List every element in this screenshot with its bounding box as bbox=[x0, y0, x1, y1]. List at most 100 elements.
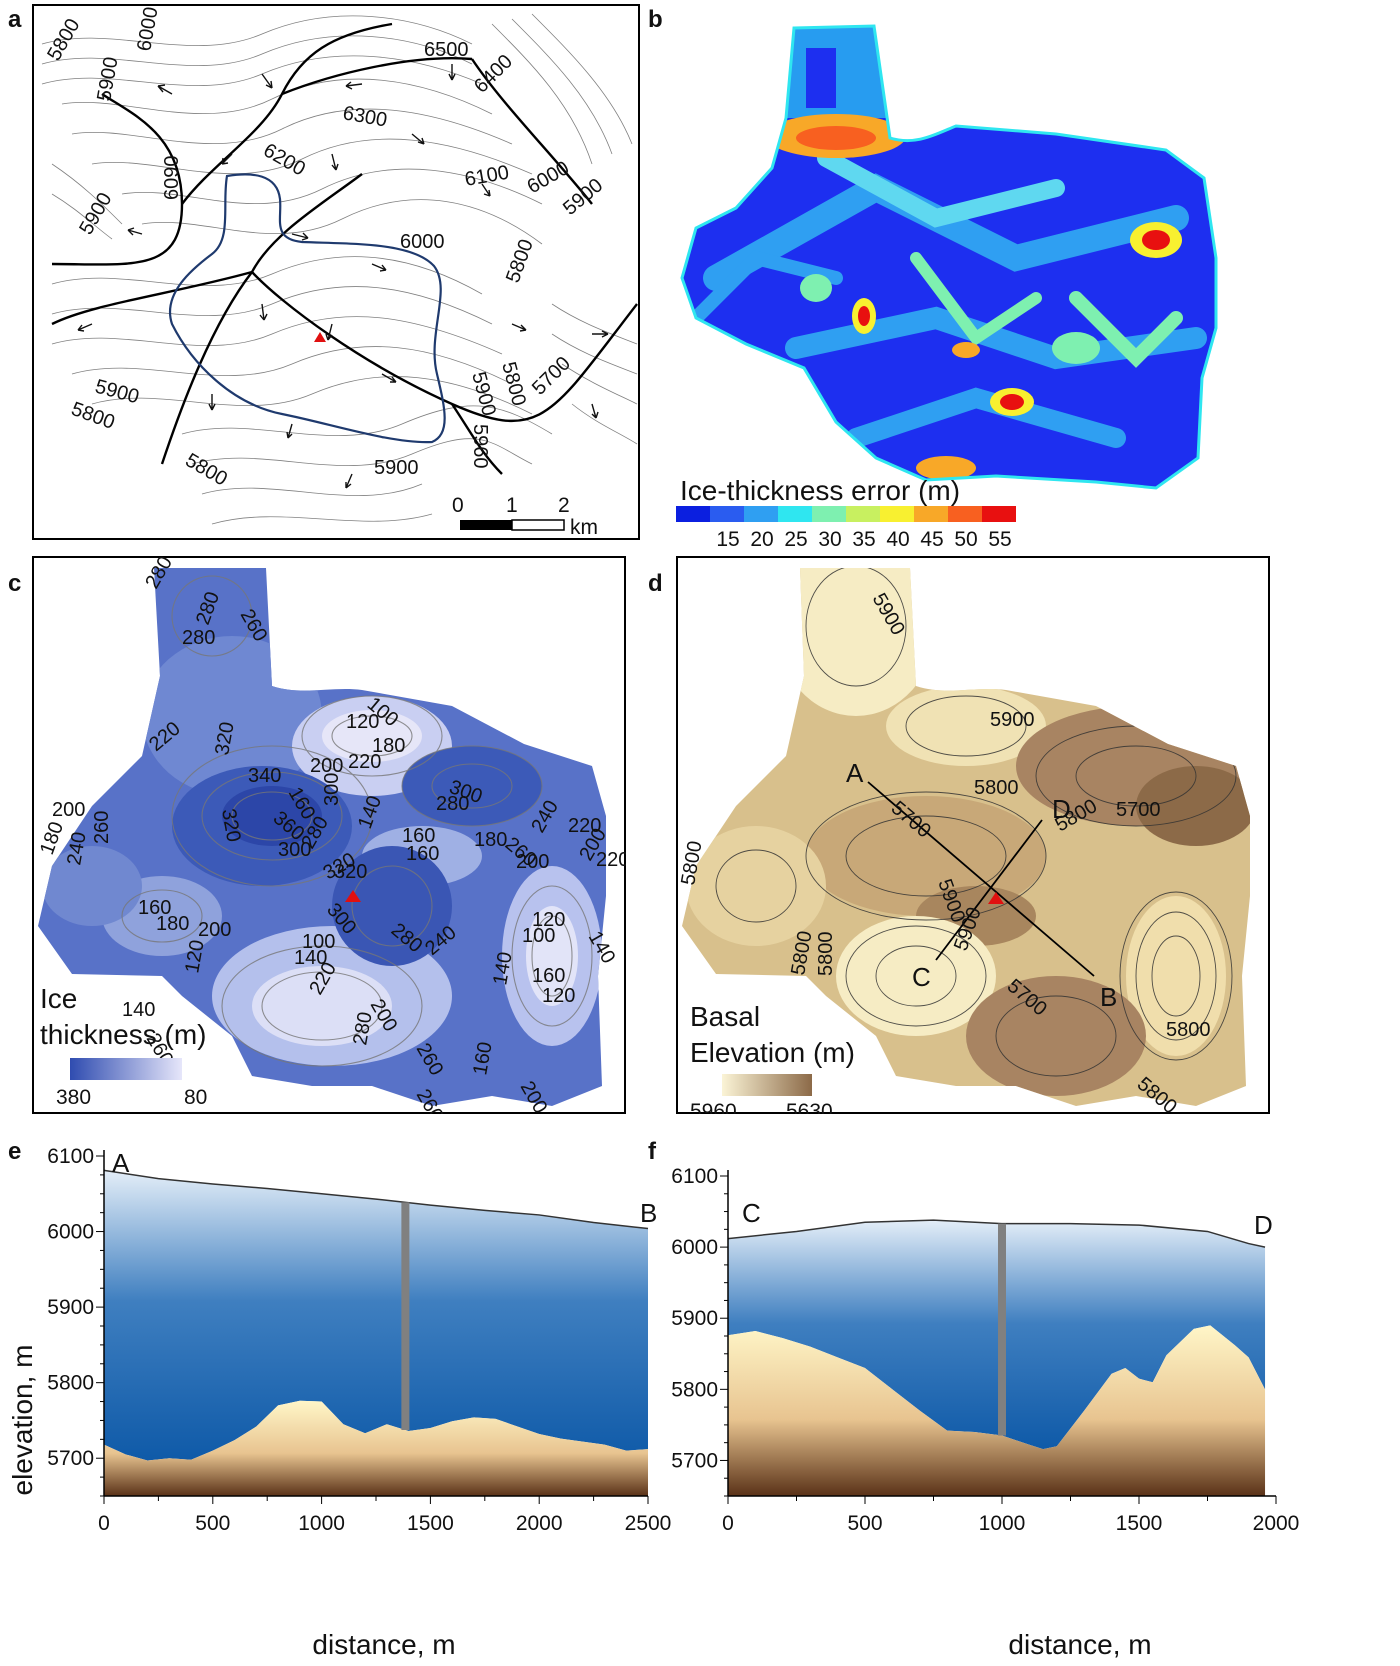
panel-a-flow-map: 5800 6000 5900 6500 6400 6300 6200 6090 … bbox=[32, 4, 640, 540]
legend-tick-label: 15 bbox=[716, 528, 739, 551]
panel-b-error-map: Ice-thickness error (m) 15 20 25 30 35 40 45 50… bbox=[676, 24, 1218, 551]
panel-a-label: 5900 bbox=[374, 457, 419, 479]
contour-label: 160 bbox=[402, 825, 435, 847]
panel-d-legend-colorbar bbox=[722, 1074, 812, 1096]
panel-a-scale-bar: 0 1 2 km bbox=[452, 494, 598, 539]
panel-a-label: 6500 bbox=[424, 39, 469, 61]
panel-f-xlabel: distance, m bbox=[1008, 1629, 1151, 1660]
profile-line-c-d bbox=[935, 819, 1043, 961]
contour-label: 120 bbox=[542, 985, 575, 1007]
contour-label: 280 bbox=[436, 793, 469, 815]
surface-line bbox=[727, 1219, 1266, 1248]
legend-tick-label: 25 bbox=[784, 528, 807, 551]
panel-letter-b: b bbox=[648, 6, 663, 33]
ice-body bbox=[728, 1220, 1266, 1450]
panel-letter-e: e bbox=[8, 1138, 22, 1165]
legend-swatch bbox=[676, 506, 710, 522]
panel-c-legend-min: 380 bbox=[56, 1086, 91, 1109]
contour-label: 220 bbox=[596, 849, 626, 871]
contour-label: 300 bbox=[321, 773, 343, 806]
y-tick-label: 5900 bbox=[47, 1296, 94, 1319]
x-tick-label: 2000 bbox=[516, 1512, 563, 1535]
contour-label: 260 bbox=[91, 811, 113, 844]
contour-label: 120 bbox=[346, 711, 379, 733]
legend-tick-label: 50 bbox=[954, 528, 977, 551]
y-tick-label: 6100 bbox=[671, 1165, 718, 1188]
panel-a-scale-white bbox=[511, 519, 565, 531]
panel-a-scale-tick-2: 2 bbox=[558, 494, 570, 517]
panel-e-xlabel: distance, m bbox=[312, 1629, 455, 1660]
panel-a-frame bbox=[32, 4, 640, 540]
contour-label: 200 bbox=[52, 799, 85, 821]
panel-d-point-c: C bbox=[912, 962, 931, 992]
panel-c-borehole-marker bbox=[345, 890, 361, 902]
y-tick-label: 6000 bbox=[47, 1221, 94, 1244]
panel-d-point-b: B bbox=[1100, 982, 1117, 1012]
panel-a-label: 6090 bbox=[161, 156, 183, 201]
panel-f-start-label: C bbox=[742, 1198, 761, 1228]
panel-f-plot-area: 0 500 1000 1500 2000 5700 5800 5900 6000 6100 bbox=[671, 1165, 1299, 1535]
x-tick-label: 2000 bbox=[1253, 1512, 1300, 1535]
panel-c-contours bbox=[121, 575, 593, 1067]
contour-label: 160 bbox=[406, 843, 439, 865]
legend-swatch bbox=[880, 506, 914, 522]
panel-c-legend-title-line2: thickness (m) bbox=[40, 1019, 206, 1050]
panel-e-plot-area: 0 500 1000 1500 2000 2500 5700 5800 5900 6000 6100 bbox=[47, 1145, 671, 1535]
legend-tick-label: 45 bbox=[920, 528, 943, 551]
contour-label: 320 bbox=[334, 861, 367, 883]
panel-e-end-label: B bbox=[640, 1198, 657, 1228]
contour-label: 140 bbox=[294, 947, 327, 969]
y-tick-label: 5700 bbox=[47, 1447, 94, 1470]
legend-swatch bbox=[982, 506, 1016, 522]
x-tick-label: 500 bbox=[847, 1512, 882, 1535]
panel-f-profile-chart: 0 500 1000 1500 2000 5700 5800 5900 6000 6100 dis… bbox=[671, 1165, 1299, 1660]
y-tick-label: 5800 bbox=[47, 1372, 94, 1395]
contour-label: 120 bbox=[532, 909, 565, 931]
panel-a-label: 5960 bbox=[469, 424, 491, 469]
panel-d-legend-title-line1: Basal bbox=[690, 1001, 760, 1032]
y-tick-label: 6000 bbox=[671, 1236, 718, 1259]
panel-d-profile-lines bbox=[867, 781, 1095, 977]
x-tick-label: 0 bbox=[98, 1512, 110, 1535]
x-tick-label: 1500 bbox=[407, 1512, 454, 1535]
panel-c-legend-max: 80 bbox=[184, 1086, 207, 1109]
contour-label: 200 bbox=[516, 851, 549, 873]
panel-a-scale-black bbox=[460, 520, 512, 530]
contour-label: 280 bbox=[182, 627, 215, 649]
panel-letter-f: f bbox=[648, 1138, 656, 1165]
legend-swatch bbox=[778, 506, 812, 522]
x-tick-label: 2500 bbox=[625, 1512, 672, 1535]
panel-d-borehole-marker bbox=[988, 892, 1004, 904]
contour-label: 340 bbox=[248, 765, 281, 787]
legend-swatch bbox=[744, 506, 778, 522]
panel-e-start-label: A bbox=[112, 1148, 130, 1178]
panel-letter-c: c bbox=[8, 570, 22, 597]
legend-swatch bbox=[710, 506, 744, 522]
bedrock-area bbox=[728, 1325, 1266, 1496]
panel-d-legend-title-line2: Elevation (m) bbox=[690, 1037, 855, 1068]
panel-d-point-d: D bbox=[1052, 794, 1071, 824]
contour-label: 5800 bbox=[974, 777, 1019, 799]
panel-c-legend-title-line1: Ice bbox=[40, 983, 77, 1014]
legend-swatch bbox=[914, 506, 948, 522]
panel-letter-a: a bbox=[8, 6, 22, 33]
panel-a-flow-arrows bbox=[77, 64, 609, 489]
contour-label: 200 bbox=[198, 919, 231, 941]
contour-label: 180 bbox=[372, 735, 405, 757]
contour-label: 5800 bbox=[815, 932, 837, 977]
legend-swatch bbox=[948, 506, 982, 522]
x-tick-label: 0 bbox=[722, 1512, 734, 1535]
panel-d-point-a: A bbox=[846, 758, 864, 788]
y-tick-label: 6100 bbox=[47, 1145, 94, 1168]
x-tick-label: 1500 bbox=[1116, 1512, 1163, 1535]
panel-a-scale-tick-0: 0 bbox=[452, 494, 464, 517]
panel-d-contours bbox=[715, 568, 1237, 1077]
contour-label: 220 bbox=[568, 815, 601, 837]
contour-label: 160 bbox=[532, 965, 565, 987]
panel-e-ylabel: elevation, m bbox=[7, 1345, 38, 1496]
contour-label: 5900 bbox=[990, 709, 1035, 731]
surface-line bbox=[103, 1169, 649, 1230]
panel-b-legend-title: Ice-thickness error (m) bbox=[680, 475, 960, 506]
profile-line-a-b bbox=[867, 781, 1095, 977]
